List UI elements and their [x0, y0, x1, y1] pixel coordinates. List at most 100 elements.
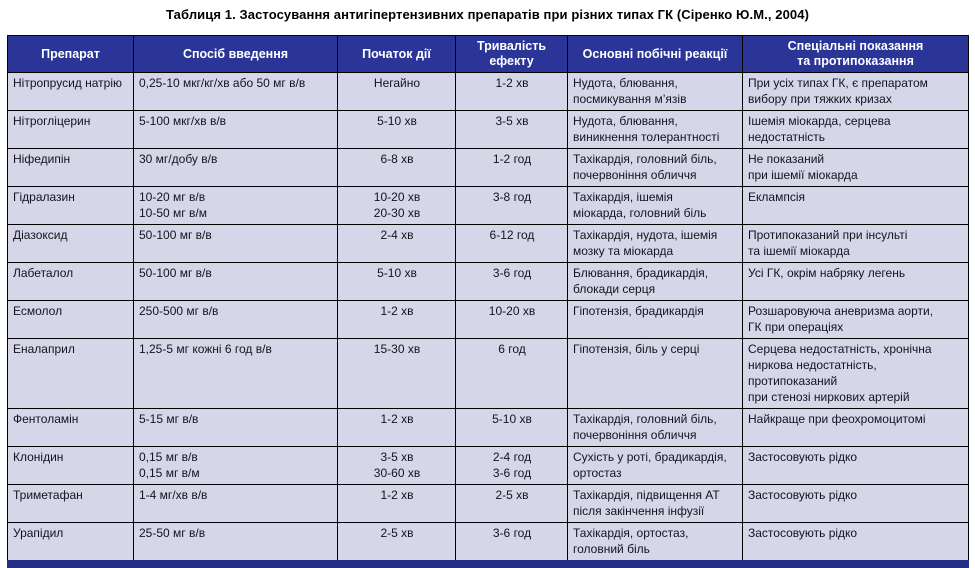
cell-side-effects: Сухість у роті, брадикардія, ортостаз — [567, 446, 743, 485]
cell-onset: 1-2 хв — [337, 300, 456, 339]
route-value: 1,25-5 мг кожні 6 год в/в — [139, 342, 272, 356]
cell-special: Усі ГК, окрім набряку легень — [742, 262, 969, 301]
cell-special: Ішемія міокарда, серцева недостатність — [742, 110, 969, 149]
column-header-duration: Тривалість ефекту — [455, 35, 568, 73]
side-effects-value: Блювання, брадикардія, блокади серця — [573, 266, 709, 296]
onset-value: 5-10 хв — [377, 114, 417, 128]
side-effects-value: Гіпотензія, біль у серці — [573, 342, 700, 356]
cell-special: Не показаний при ішемії міокарда — [742, 148, 969, 187]
cell-drug: Ніфедипін — [7, 148, 134, 187]
table-row: Гідралазин 10-20 мг в/в 10-50 мг в/м 10-… — [7, 186, 969, 225]
cell-duration: 2-4 год 3-6 год — [455, 446, 568, 485]
table-row: Еналаприл 1,25-5 мг кожні 6 год в/в 15-3… — [7, 338, 969, 409]
route-value: 10-20 мг в/в 10-50 мг в/м — [139, 190, 207, 220]
route-value: 250-500 мг в/в — [139, 304, 219, 318]
column-header-route: Спосіб введення — [133, 35, 338, 73]
cell-side-effects: Нудота, блювання, виникнення толерантнос… — [567, 110, 743, 149]
side-effects-value: Нудота, блювання, посмикування м’язів — [573, 76, 687, 106]
cell-route: 5-100 мкг/хв в/в — [133, 110, 338, 149]
cell-special: Найкраще при феохромоцитомі — [742, 408, 969, 447]
cell-special: Застосовують рідко — [742, 522, 969, 565]
cell-drug: Клонідин — [7, 446, 134, 485]
route-value: 5-15 мг в/в — [139, 412, 199, 426]
special-value: Ішемія міокарда, серцева недостатність — [748, 114, 891, 144]
onset-value: 1-2 хв — [380, 412, 414, 426]
cell-drug: Есмолол — [7, 300, 134, 339]
special-value: Еклампсія — [748, 190, 805, 204]
cell-special: Розшаровуюча аневризма аорти, ГК при опе… — [742, 300, 969, 339]
side-effects-value: Тахікардія, підвищення АТ після закінчен… — [573, 488, 720, 518]
cell-route: 0,15 мг в/в 0,15 мг в/м — [133, 446, 338, 485]
cell-duration: 3-5 хв — [455, 110, 568, 149]
drug-name: Лабеталол — [13, 266, 74, 280]
onset-value: 2-5 хв — [380, 526, 414, 540]
special-value: Серцева недостатність, хронічна ниркова … — [748, 342, 932, 404]
cell-drug: Гідралазин — [7, 186, 134, 225]
cell-special: Серцева недостатність, хронічна ниркова … — [742, 338, 969, 409]
route-value: 50-100 мг в/в — [139, 228, 212, 242]
route-value: 50-100 мг в/в — [139, 266, 212, 280]
cell-duration: 6 год — [455, 338, 568, 409]
cell-side-effects: Гіпотензія, брадикардія — [567, 300, 743, 339]
cell-duration: 6-12 год — [455, 224, 568, 263]
route-value: 0,15 мг в/в 0,15 мг в/м — [139, 450, 200, 480]
cell-route: 1-4 мг/хв в/в — [133, 484, 338, 523]
duration-value: 10-20 хв — [488, 304, 536, 318]
duration-value: 2-5 хв — [495, 488, 529, 502]
drug-name: Урапідил — [13, 526, 64, 540]
column-header-drug: Препарат — [7, 35, 134, 73]
special-value: Застосовують рідко — [748, 526, 858, 540]
header-row: Препарат Спосіб введення Початок дії Три… — [7, 35, 969, 73]
onset-value: 1-2 хв — [380, 488, 414, 502]
cell-duration: 1-2 хв — [455, 72, 568, 111]
page: Таблиця 1. Застосування антигіпертензивн… — [7, 7, 969, 568]
column-header-special: Спеціальні показання та протипоказання — [742, 35, 969, 73]
cell-duration: 5-10 хв — [455, 408, 568, 447]
special-value: Розшаровуюча аневризма аорти, ГК при опе… — [748, 304, 934, 334]
cell-duration: 1-2 год — [455, 148, 568, 187]
table-body: Нітропрусид натрію 0,25-10 мкг/кг/хв або… — [7, 72, 969, 565]
cell-drug: Нітрогліцерин — [7, 110, 134, 149]
onset-value: 10-20 хв 20-30 хв — [373, 190, 421, 220]
cell-route: 30 мг/добу в/в — [133, 148, 338, 187]
cell-special: Протипоказаний при інсульті та ішемії мі… — [742, 224, 969, 263]
cell-route: 0,25-10 мкг/кг/хв або 50 мг в/в — [133, 72, 338, 111]
duration-value: 6 год — [498, 342, 526, 356]
cell-route: 50-100 мг в/в — [133, 262, 338, 301]
special-value: При усіх типах ГК, є препаратом вибору п… — [748, 76, 928, 106]
cell-side-effects: Тахікардія, головний біль, почервоніння … — [567, 148, 743, 187]
cell-drug: Фентоламін — [7, 408, 134, 447]
route-value: 25-50 мг в/в — [139, 526, 206, 540]
cell-onset: 1-2 хв — [337, 484, 456, 523]
cell-onset: 10-20 хв 20-30 хв — [337, 186, 456, 225]
table-title: Таблиця 1. Застосування антигіпертензивн… — [165, 7, 810, 22]
route-value: 0,25-10 мкг/кг/хв або 50 мг в/в — [139, 76, 306, 90]
duration-value: 3-6 год — [492, 266, 532, 280]
duration-value: 3-8 год — [492, 190, 532, 204]
cell-duration: 2-5 хв — [455, 484, 568, 523]
cell-drug: Нітропрусид натрію — [7, 72, 134, 111]
duration-value: 1-2 хв — [495, 76, 529, 90]
duration-value: 5-10 хв — [492, 412, 532, 426]
cell-onset: 2-5 хв — [337, 522, 456, 565]
onset-value: 6-8 хв — [380, 152, 414, 166]
onset-value: Негайно — [373, 76, 421, 90]
table-row: Лабеталол 50-100 мг в/в 5-10 хв 3-6 год … — [7, 262, 969, 301]
onset-value: 3-5 хв 30-60 хв — [373, 450, 421, 480]
cell-drug: Триметафан — [7, 484, 134, 523]
side-effects-value: Гіпотензія, брадикардія — [573, 304, 704, 318]
drug-name: Ніфедипін — [13, 152, 71, 166]
cell-side-effects: Тахікардія, головний біль, почервоніння … — [567, 408, 743, 447]
duration-value: 6-12 год — [489, 228, 535, 242]
side-effects-value: Нудота, блювання, виникнення толерантнос… — [573, 114, 720, 144]
cell-onset: 5-10 хв — [337, 110, 456, 149]
table-row: Есмолол 250-500 мг в/в 1-2 хв 10-20 хв Г… — [7, 300, 969, 339]
cell-special: При усіх типах ГК, є препаратом вибору п… — [742, 72, 969, 111]
cell-route: 10-20 мг в/в 10-50 мг в/м — [133, 186, 338, 225]
onset-value: 15-30 хв — [373, 342, 421, 356]
special-value: Усі ГК, окрім набряку легень — [748, 266, 906, 280]
special-value: Не показаний при ішемії міокарда — [748, 152, 858, 182]
drug-name: Гідралазин — [13, 190, 75, 204]
cell-route: 50-100 мг в/в — [133, 224, 338, 263]
onset-value: 5-10 хв — [377, 266, 417, 280]
